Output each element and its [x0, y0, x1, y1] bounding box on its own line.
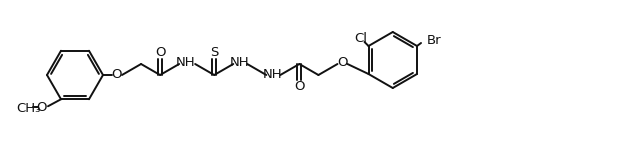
- Text: NH: NH: [175, 57, 195, 70]
- Text: NH: NH: [262, 67, 282, 80]
- Text: Cl: Cl: [354, 31, 367, 45]
- Text: O: O: [155, 46, 165, 58]
- Text: O: O: [112, 69, 122, 82]
- Text: Br: Br: [427, 33, 442, 46]
- Text: O: O: [36, 101, 47, 114]
- Text: O: O: [294, 80, 305, 94]
- Text: S: S: [210, 46, 218, 58]
- Text: CH₃: CH₃: [16, 102, 40, 115]
- Text: NH: NH: [230, 57, 249, 70]
- Text: O: O: [337, 57, 348, 70]
